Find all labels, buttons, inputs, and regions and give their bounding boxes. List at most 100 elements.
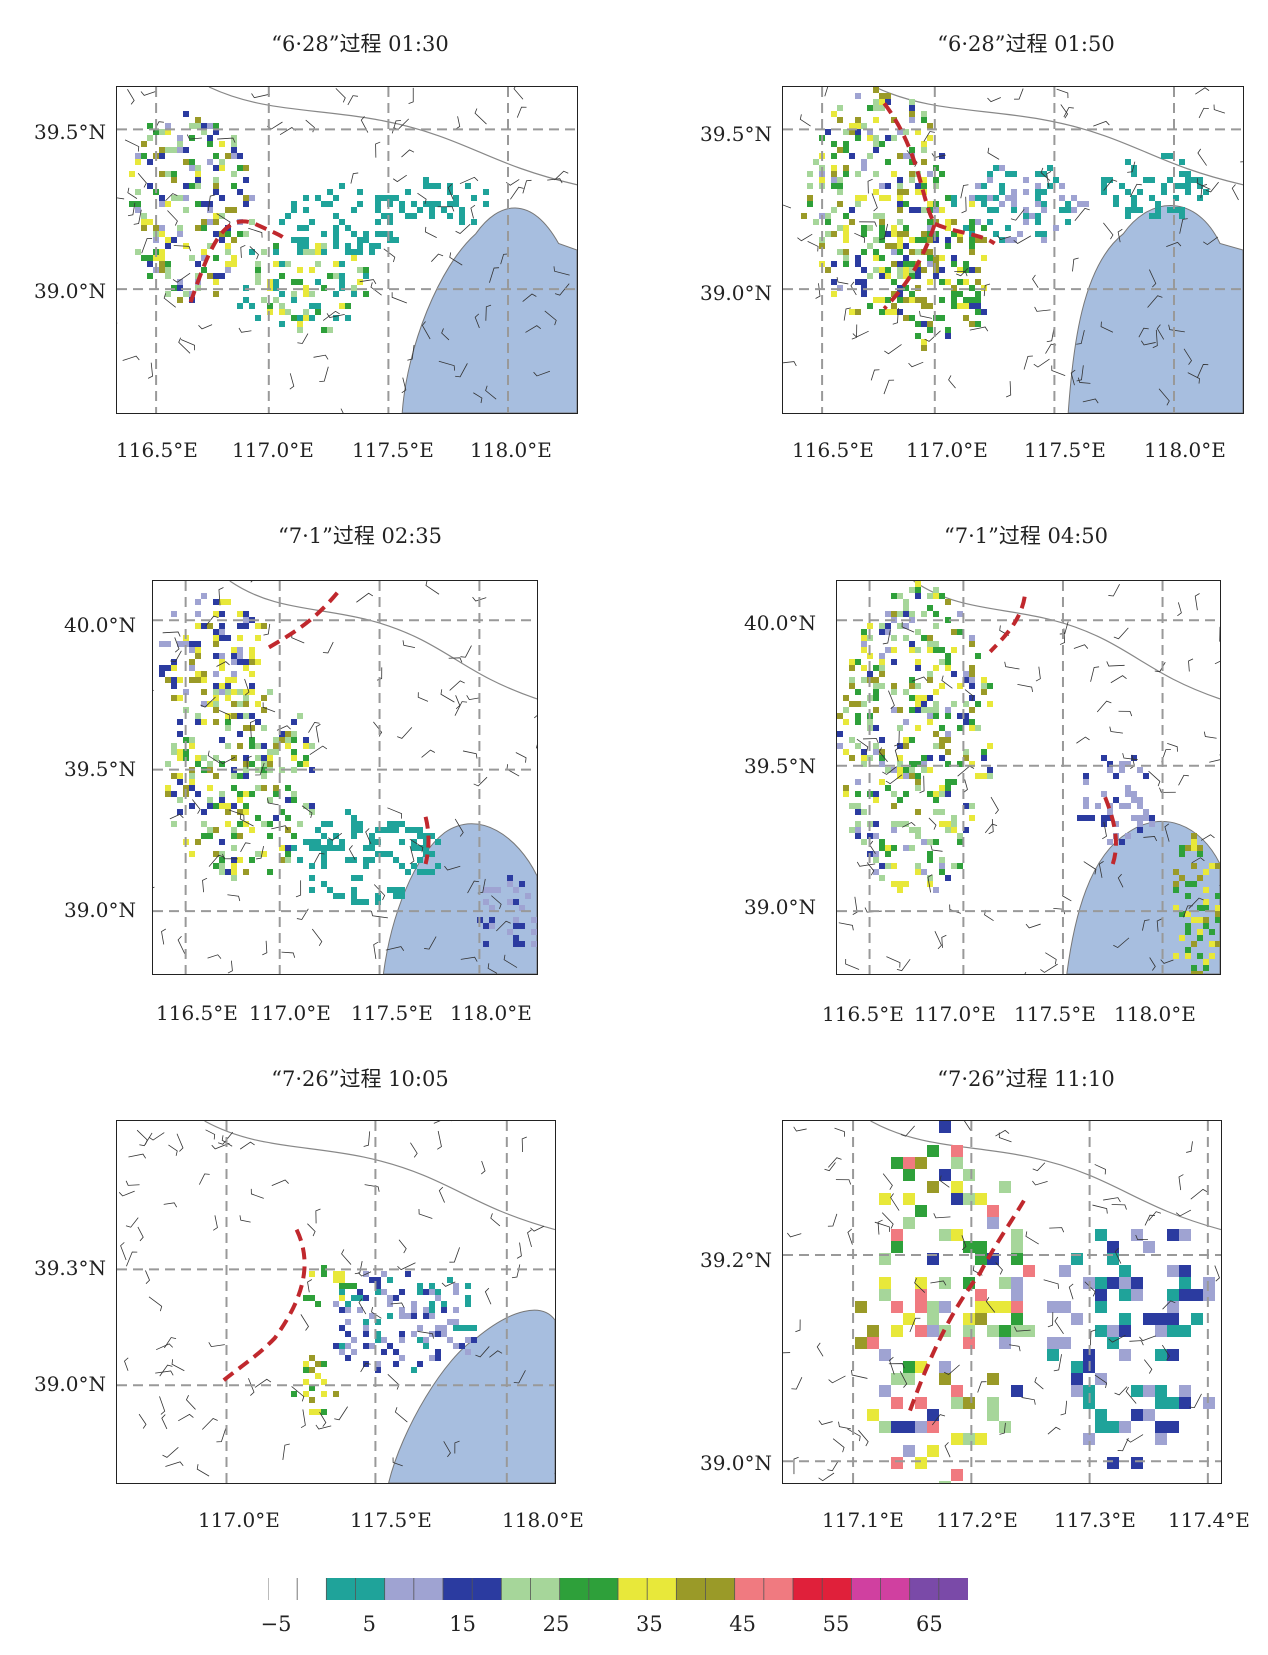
echo-pixel — [897, 231, 903, 237]
province-boundary — [913, 581, 1220, 700]
echo-pixel — [1011, 201, 1017, 207]
echo-pixel — [213, 653, 219, 659]
echo-pixel — [327, 201, 333, 207]
echo-pixel — [519, 881, 525, 887]
echo-pixel — [999, 237, 1005, 243]
panel-2-xtick-3: 117.5°E — [1024, 438, 1106, 462]
echo-pixel — [1047, 183, 1053, 189]
echo-pixel — [225, 719, 231, 725]
echo-pixel — [933, 731, 939, 737]
echo-pixel — [411, 863, 417, 869]
echo-pixel — [987, 171, 993, 177]
echo-pixel — [921, 321, 927, 327]
echo-pixel — [891, 1241, 903, 1253]
echo-pixel — [927, 1325, 939, 1337]
echo-pixel — [933, 665, 939, 671]
echo-pixel — [927, 321, 933, 327]
echo-pixel — [399, 887, 405, 893]
echo-pixel — [261, 695, 267, 701]
echo-pixel — [201, 201, 207, 207]
echo-pixel — [891, 243, 897, 249]
echo-pixel — [219, 839, 225, 845]
echo-pixel — [951, 297, 957, 303]
echo-pixel — [885, 851, 891, 857]
echo-pixel — [1083, 1433, 1095, 1445]
wind-barb — [1187, 372, 1200, 384]
echo-pixel — [1197, 953, 1203, 959]
echo-pixel — [513, 941, 519, 947]
echo-pixel — [171, 683, 177, 689]
colorbar-segment — [588, 1578, 619, 1600]
wind-barb — [890, 1193, 900, 1211]
echo-pixel — [279, 845, 285, 851]
echo-pixel — [861, 641, 867, 647]
echo-pixel — [255, 273, 261, 279]
echo-pixel — [423, 1313, 429, 1319]
echo-pixel — [819, 177, 825, 183]
echo-pixel — [219, 141, 225, 147]
echo-pixel — [243, 623, 249, 629]
echo-pixel — [855, 809, 861, 815]
echo-pixel — [1035, 219, 1041, 225]
echo-pixel — [381, 1289, 387, 1295]
echo-pixel — [879, 683, 885, 689]
echo-pixel — [177, 297, 183, 303]
wind-barb — [137, 173, 147, 188]
echo-pixel — [915, 683, 921, 689]
echo-pixel — [885, 183, 891, 189]
echo-pixel — [939, 785, 945, 791]
echo-pixel — [1119, 761, 1125, 767]
wind-barb — [155, 1343, 174, 1351]
echo-pixel — [1089, 815, 1095, 821]
echo-pixel — [375, 1277, 381, 1283]
echo-pixel — [1083, 815, 1089, 821]
echo-pixel — [285, 261, 291, 267]
echo-pixel — [513, 917, 519, 923]
panel-2-xtick-4: 118.0°E — [1144, 438, 1226, 462]
echo-pixel — [873, 683, 879, 689]
wind-barb — [1214, 660, 1220, 665]
echo-pixel — [861, 279, 867, 285]
echo-pixel — [333, 1301, 339, 1307]
wind-barb — [525, 325, 542, 333]
echo-pixel — [339, 839, 345, 845]
echo-pixel — [831, 171, 837, 177]
echo-pixel — [171, 177, 177, 183]
echo-pixel — [303, 755, 309, 761]
wind-barb — [401, 149, 415, 158]
echo-pixel — [339, 1295, 345, 1301]
echo-pixel — [513, 935, 519, 941]
echo-pixel — [915, 1397, 927, 1409]
echo-pixel — [507, 929, 513, 935]
echo-pixel — [363, 267, 369, 273]
echo-pixel — [939, 1121, 951, 1133]
echo-pixel — [969, 303, 975, 309]
echo-pixel — [879, 629, 885, 635]
echo-pixel — [855, 93, 861, 99]
echo-pixel — [453, 195, 459, 201]
echo-pixel — [159, 195, 165, 201]
echo-pixel — [981, 773, 987, 779]
echo-pixel — [963, 315, 969, 321]
echo-pixel — [951, 1193, 963, 1205]
echo-pixel — [915, 827, 921, 833]
echo-pixel — [237, 731, 243, 737]
echo-pixel — [465, 1295, 471, 1301]
echo-pixel — [849, 677, 855, 683]
echo-pixel — [933, 177, 939, 183]
echo-pixel — [951, 863, 957, 869]
echo-pixel — [999, 1301, 1011, 1313]
wind-barb — [1156, 918, 1162, 932]
echo-pixel — [861, 123, 867, 129]
echo-pixel — [879, 761, 885, 767]
colorbar-label: 5 — [362, 1612, 377, 1636]
echo-pixel — [903, 845, 909, 851]
echo-pixel — [969, 761, 975, 767]
echo-pixel — [879, 1277, 891, 1289]
echo-pixel — [249, 671, 255, 677]
panel-5-xtick-1: 117.0°E — [198, 1508, 280, 1532]
wind-barb — [467, 880, 480, 894]
echo-pixel — [1149, 177, 1155, 183]
echo-pixel — [231, 659, 237, 665]
wind-barb — [797, 233, 813, 242]
